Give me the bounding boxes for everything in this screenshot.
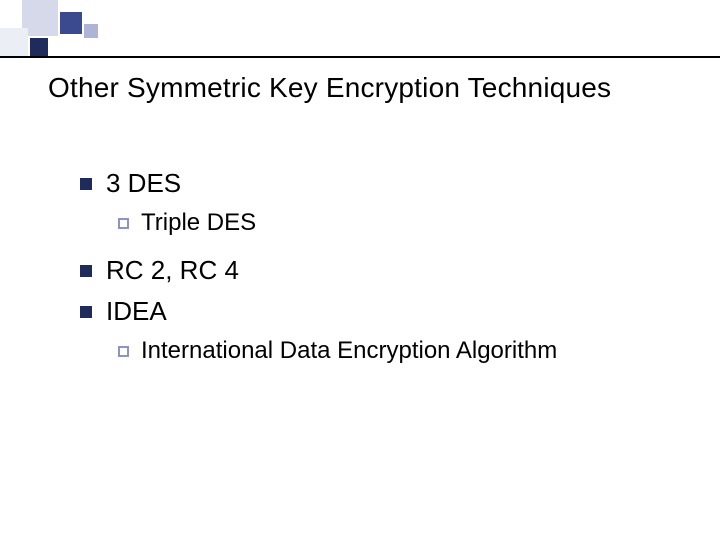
list-item-text: RC 2, RC 4 <box>106 255 239 286</box>
slide-content: 3 DES Triple DES RC 2, RC 4 IDEA Interna… <box>80 168 660 383</box>
top-rule <box>0 56 720 58</box>
list-item: RC 2, RC 4 <box>80 255 660 286</box>
list-subitem-text: Triple DES <box>141 209 256 237</box>
list-item: 3 DES <box>80 168 660 199</box>
hollow-square-bullet-icon <box>118 218 129 229</box>
deco-square <box>30 38 48 56</box>
list-item: IDEA <box>80 296 660 327</box>
deco-square <box>0 28 28 56</box>
list-item-text: 3 DES <box>106 168 181 199</box>
list-subitem-text: International Data Encryption Algorithm <box>141 337 557 365</box>
list-subitem: International Data Encryption Algorithm <box>118 337 660 365</box>
square-bullet-icon <box>80 178 92 190</box>
list-subitem: Triple DES <box>118 209 660 237</box>
square-bullet-icon <box>80 306 92 318</box>
corner-decoration <box>0 0 130 56</box>
hollow-square-bullet-icon <box>118 346 129 357</box>
slide-title: Other Symmetric Key Encryption Technique… <box>48 72 611 104</box>
deco-square <box>84 24 98 38</box>
deco-square <box>60 12 82 34</box>
square-bullet-icon <box>80 265 92 277</box>
list-item-text: IDEA <box>106 296 167 327</box>
